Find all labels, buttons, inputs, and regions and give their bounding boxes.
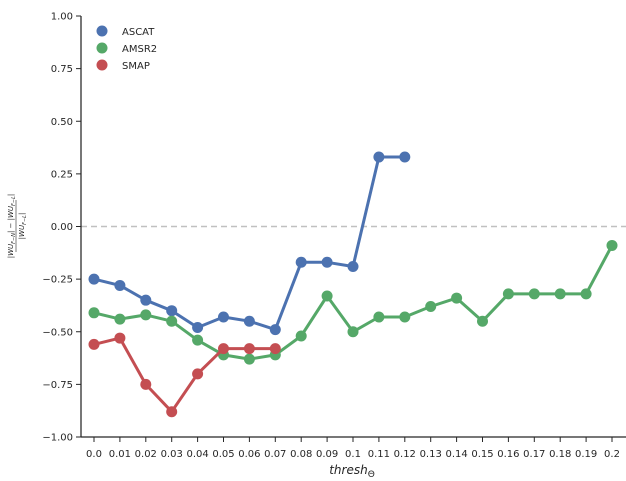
x-axis-label: threshΘ — [329, 463, 375, 480]
series-amsr2 — [88, 239, 618, 365]
data-point-ascat — [295, 256, 307, 268]
y-tick-label: −1.00 — [42, 433, 73, 444]
data-point-ascat — [243, 315, 255, 327]
x-tick-label: 0.06 — [238, 449, 260, 460]
x-tick-label: 0.15 — [471, 449, 493, 460]
legend-marker-amsr2 — [96, 42, 108, 54]
x-tick-label: 0.0 — [86, 449, 102, 460]
data-point-ascat — [88, 273, 100, 285]
x-tick-label: 0.02 — [135, 449, 157, 460]
data-point-amsr2 — [321, 290, 333, 302]
data-point-amsr2 — [88, 307, 100, 319]
data-point-ascat — [269, 324, 281, 336]
x-tick-label: 0.17 — [523, 449, 545, 460]
data-point-amsr2 — [373, 311, 385, 323]
x-tick-label: 0.1 — [345, 449, 361, 460]
data-point-ascat — [166, 305, 178, 317]
data-point-amsr2 — [192, 334, 204, 346]
data-point-smap — [140, 378, 152, 390]
y-tick-label: 0.00 — [51, 222, 73, 233]
data-point-amsr2 — [140, 309, 152, 321]
data-point-ascat — [140, 294, 152, 306]
data-point-ascat — [192, 322, 204, 334]
y-tick-label: −0.50 — [42, 327, 73, 338]
data-point-amsr2 — [580, 288, 592, 300]
data-point-amsr2 — [502, 288, 514, 300]
x-tick-label: 0.05 — [212, 449, 234, 460]
data-point-smap — [243, 343, 255, 355]
x-tick-label: 0.11 — [368, 449, 390, 460]
x-tick-label: 0.12 — [394, 449, 416, 460]
data-point-amsr2 — [425, 300, 437, 312]
y-tick-label: 0.25 — [51, 169, 73, 180]
data-point-ascat — [321, 256, 333, 268]
ticks-layer: 1.00 0.75 0.50 0.25 0.00 −0.25 −0.50 −0.75 −1.00… — [42, 12, 620, 461]
y-tick-label: 1.00 — [51, 12, 73, 23]
data-point-amsr2 — [554, 288, 566, 300]
data-point-amsr2 — [399, 311, 411, 323]
data-point-amsr2 — [606, 239, 618, 251]
legend: ASCAT AMSR2 SMAP — [96, 25, 157, 72]
data-point-amsr2 — [114, 313, 126, 325]
y-axis-label-numerator: |WUF−N| − |WUF−L| — [7, 194, 17, 259]
x-tick-label: 0.2 — [604, 449, 620, 460]
data-point-ascat — [347, 260, 359, 272]
legend-marker-smap — [96, 59, 108, 71]
data-point-ascat — [218, 311, 229, 323]
x-tick-label: 0.16 — [497, 449, 519, 460]
y-tick-label: 0.75 — [51, 64, 73, 75]
x-tick-label: 0.19 — [575, 449, 597, 460]
legend-label-smap: SMAP — [122, 61, 150, 72]
y-axis-label: |WUF−N| − |WUF−L| |WUF−L| — [7, 194, 28, 259]
data-point-ascat — [373, 151, 385, 163]
legend-marker-ascat — [96, 25, 108, 37]
series-ascat — [88, 151, 411, 336]
data-point-smap — [166, 406, 178, 418]
data-point-amsr2 — [528, 288, 540, 300]
legend-label-ascat: ASCAT — [122, 27, 155, 38]
data-point-smap — [218, 343, 229, 355]
y-tick-label: 0.50 — [51, 117, 73, 128]
y-tick-label: −0.75 — [42, 380, 73, 391]
data-point-ascat — [399, 151, 411, 163]
x-tick-label: 0.18 — [549, 449, 571, 460]
data-point-ascat — [114, 279, 126, 291]
y-tick-label: −0.25 — [42, 275, 73, 286]
x-tick-label: 0.03 — [161, 449, 183, 460]
x-tick-label: 0.04 — [186, 449, 208, 460]
data-point-smap — [192, 368, 204, 380]
x-tick-label: 0.01 — [109, 449, 131, 460]
x-tick-label: 0.13 — [420, 449, 442, 460]
series-line-ascat — [93, 155, 405, 332]
x-tick-label: 0.14 — [445, 449, 467, 460]
data-point-smap — [88, 338, 100, 350]
data-point-amsr2 — [166, 315, 178, 327]
data-point-smap — [114, 332, 126, 344]
data-point-amsr2 — [347, 326, 359, 338]
series-smap — [88, 332, 281, 418]
y-axis-label-denominator: |WUF−L| — [18, 213, 28, 240]
legend-label-amsr2: AMSR2 — [122, 44, 157, 55]
data-point-amsr2 — [243, 353, 255, 365]
x-tick-label: 0.07 — [264, 449, 286, 460]
data-point-amsr2 — [451, 292, 463, 304]
series-layer — [88, 151, 618, 418]
x-tick-label: 0.09 — [316, 449, 338, 460]
x-tick-label: 0.08 — [290, 449, 312, 460]
data-point-amsr2 — [477, 315, 488, 327]
data-point-amsr2 — [295, 330, 307, 342]
data-point-smap — [269, 343, 281, 355]
